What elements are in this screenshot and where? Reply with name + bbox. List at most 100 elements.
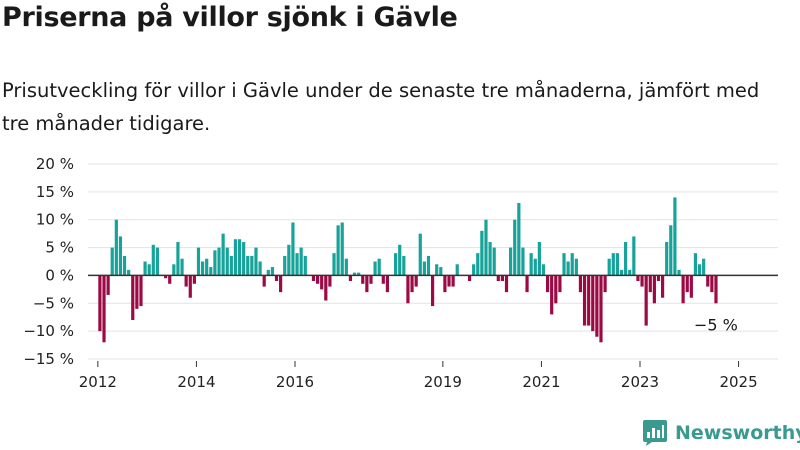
x-tick-label: 2021 (522, 373, 560, 391)
bar (472, 264, 476, 276)
bar (636, 275, 640, 281)
bar (209, 267, 213, 276)
x-tick-label: 2016 (276, 373, 314, 391)
y-tick-label: 0 % (45, 266, 74, 284)
bar (283, 255, 287, 276)
bar (430, 275, 435, 307)
bar (681, 275, 685, 304)
bar (168, 275, 172, 284)
bar (143, 261, 147, 276)
bar (693, 253, 698, 276)
bar (340, 222, 344, 276)
bar (492, 247, 496, 276)
bar (311, 275, 316, 281)
bar (324, 275, 328, 301)
bar (106, 275, 110, 295)
bar (373, 261, 377, 276)
x-tick-label: 2014 (177, 373, 215, 391)
bar (443, 275, 447, 293)
bar (131, 275, 135, 320)
bar (426, 255, 431, 276)
bar (660, 275, 665, 298)
bar (352, 272, 357, 276)
bar (562, 253, 566, 276)
bar (147, 264, 151, 276)
bar (484, 219, 488, 276)
bar (607, 258, 611, 276)
bar (164, 275, 168, 279)
bar (233, 239, 238, 276)
bar (545, 275, 550, 293)
x-tick-label: 2012 (79, 373, 117, 391)
bar (418, 233, 422, 276)
bar (102, 275, 106, 343)
bar (697, 264, 702, 276)
bar (98, 275, 102, 332)
bar (525, 275, 529, 293)
bar (229, 255, 233, 276)
bar (677, 269, 681, 276)
bar (242, 242, 246, 276)
bar (591, 275, 595, 332)
bar (200, 261, 205, 276)
bar (110, 247, 114, 276)
y-tick-label: 15 % (36, 183, 74, 201)
bar (332, 253, 336, 276)
newsworthy-logo-icon (643, 420, 667, 446)
y-tick-label: 20 % (36, 155, 74, 173)
bar (250, 255, 254, 276)
brand-name: Newsworthy (675, 422, 800, 444)
bar (381, 275, 385, 284)
x-tick-label: 2019 (424, 373, 462, 391)
bar (213, 250, 217, 276)
bar (365, 275, 369, 293)
y-tick-label: −15 % (23, 350, 74, 368)
bar (648, 275, 652, 293)
y-tick-label: −5 % (33, 294, 74, 312)
bar (521, 247, 525, 276)
bar (467, 275, 472, 281)
bar (587, 275, 591, 326)
bar (496, 275, 500, 281)
bar (566, 261, 570, 276)
bar (287, 244, 291, 276)
grid-lines (88, 163, 778, 360)
bar (377, 258, 381, 276)
bar (315, 275, 320, 284)
bar (394, 253, 398, 276)
bar (451, 275, 455, 287)
bar (541, 264, 546, 276)
bar (127, 269, 131, 276)
y-tick-label: 5 % (45, 239, 74, 257)
x-tick-label: 2023 (621, 373, 659, 391)
bar (689, 275, 693, 298)
bar (554, 275, 558, 304)
bar (221, 233, 225, 276)
bar (361, 275, 365, 284)
bar (422, 261, 426, 276)
bar (628, 269, 632, 276)
bar (266, 269, 270, 276)
bar (488, 242, 492, 276)
bar (406, 275, 410, 304)
bar (652, 275, 656, 304)
bar (139, 275, 143, 307)
bar (599, 275, 603, 343)
bar (529, 253, 533, 276)
bar (537, 242, 541, 276)
bar (328, 275, 332, 287)
latest-value-annotation: −5 % (694, 315, 738, 334)
bar (685, 275, 689, 293)
bar (344, 258, 348, 276)
bar (192, 275, 196, 284)
bar (480, 230, 484, 276)
bar (640, 275, 644, 287)
bar (550, 275, 554, 315)
bar (270, 267, 275, 276)
bar (357, 272, 361, 276)
bar (611, 253, 615, 276)
bar (517, 203, 521, 276)
bar (513, 219, 517, 276)
bar (176, 242, 180, 276)
bar (714, 275, 718, 304)
